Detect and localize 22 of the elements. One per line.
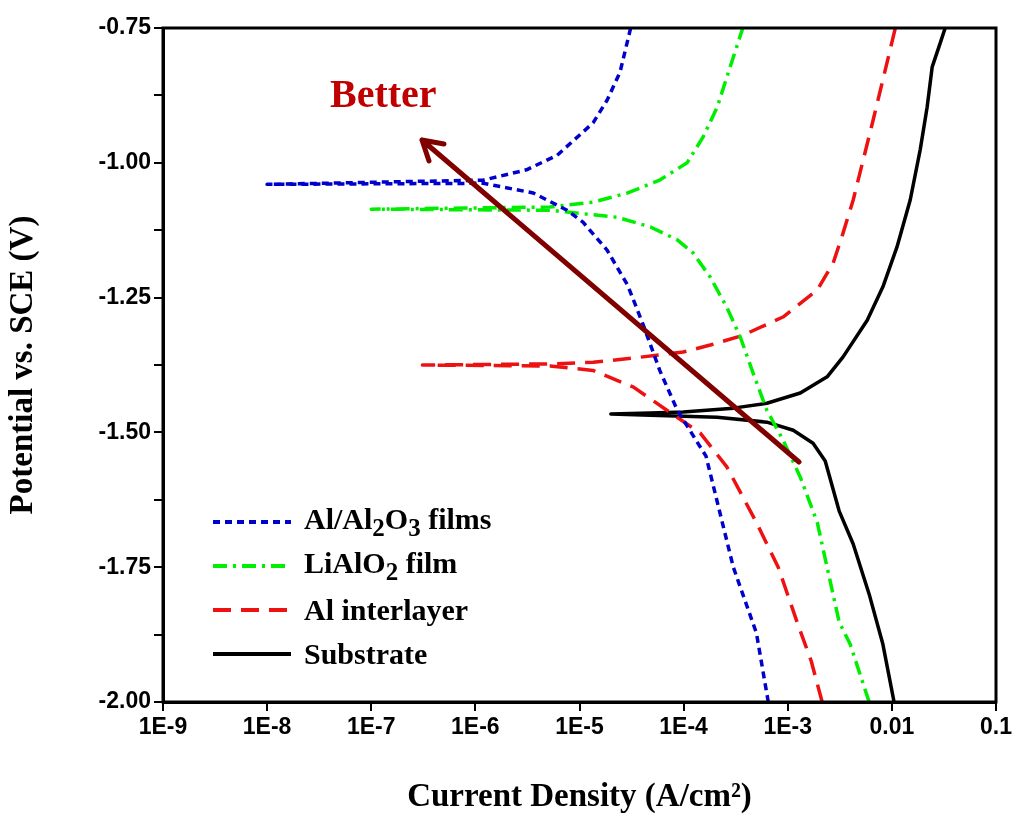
x-tick-label: 1E-9 bbox=[138, 713, 188, 740]
legend-label: Al/Al$_{2}$O$_{3}$ films bbox=[304, 502, 492, 542]
y-tick-label: -2.00 bbox=[98, 687, 151, 714]
y-tick-label: -1.25 bbox=[98, 282, 152, 309]
legend-label: Al interlayer bbox=[304, 593, 469, 627]
y-tick-label: -0.75 bbox=[98, 13, 152, 40]
x-tick-label: 1E-8 bbox=[242, 713, 292, 740]
x-tick-label: 1E-5 bbox=[555, 713, 604, 740]
legend-label: Substrate bbox=[304, 637, 428, 671]
legend-label: LiAlO$_{2}$ film bbox=[304, 546, 458, 586]
x-tick-label: 1E-6 bbox=[451, 713, 500, 740]
y-tick-label: -1.75 bbox=[98, 552, 152, 579]
x-tick-label: 0.1 bbox=[980, 713, 1013, 740]
y-tick-label: -1.50 bbox=[98, 417, 151, 444]
y-axis-title: Potential vs. SCE (V) bbox=[3, 215, 41, 515]
x-tick-label: 1E-3 bbox=[763, 713, 813, 740]
x-tick-label: 1E-4 bbox=[659, 713, 709, 740]
y-tick-label: -1.00 bbox=[98, 148, 151, 175]
x-axis-title: Current Density (A/cm²) bbox=[407, 776, 752, 814]
x-tick-label: 1E-7 bbox=[346, 713, 396, 740]
x-tick-label: 0.01 bbox=[869, 713, 915, 740]
annotation: Better bbox=[330, 70, 437, 117]
